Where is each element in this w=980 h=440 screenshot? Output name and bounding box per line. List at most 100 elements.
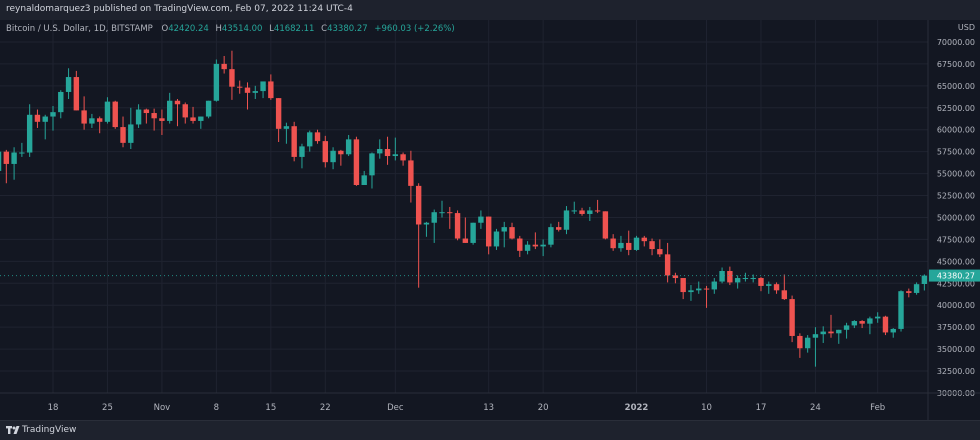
candle-body [120, 127, 126, 143]
candle-body [524, 244, 531, 251]
candle [913, 282, 920, 295]
y-tick-label: 70000.00 [937, 38, 975, 47]
candle [384, 136, 391, 165]
candle-body [299, 146, 305, 157]
candle [275, 98, 282, 142]
candle [260, 81, 266, 99]
candle [719, 267, 725, 284]
candle-body [532, 244, 539, 247]
y-tick-label: 60000.00 [937, 126, 975, 135]
candle [205, 100, 212, 119]
candle [353, 136, 360, 186]
candle-body [283, 126, 290, 129]
candle-body [275, 98, 282, 129]
candle [96, 116, 103, 134]
candle [540, 239, 546, 257]
candle [237, 80, 243, 94]
candle [151, 108, 157, 131]
candle-body [719, 271, 725, 282]
ohlc-legend: Bitcoin / U.S. Dollar, 1D, BITSTAMP O424… [6, 24, 455, 34]
candle [750, 274, 756, 283]
candle [221, 55, 227, 74]
candle [462, 217, 469, 243]
candle [322, 135, 328, 168]
candle [804, 335, 811, 353]
candle [587, 206, 593, 221]
symbol-label: Bitcoin / U.S. Dollar, 1D, BITSTAMP [6, 24, 153, 34]
candle-body [454, 213, 461, 239]
candle [120, 116, 126, 148]
candle-body [867, 318, 873, 324]
candle [727, 266, 733, 286]
candle [454, 210, 461, 241]
candle-body [517, 238, 523, 251]
candle [563, 206, 570, 235]
candle [703, 285, 710, 308]
candle-body [307, 132, 313, 147]
y-tick-label: 62500.00 [937, 104, 975, 113]
candle-body [260, 81, 266, 92]
candle-body [703, 288, 710, 290]
candle [112, 100, 118, 129]
candle [602, 211, 609, 240]
close-tag: C43380.27 [321, 24, 368, 34]
chart-area[interactable]: 70000.00 67500.00 65000.00 62500.00 60000.00… [0, 20, 980, 420]
candle-body [493, 231, 500, 247]
candle-body [696, 288, 702, 291]
candle-body [11, 152, 17, 164]
candle-body [812, 334, 819, 338]
candles [0, 50, 928, 367]
candle-body [874, 316, 881, 319]
candle [167, 92, 173, 124]
y-tick-label: 42500.00 [937, 279, 975, 288]
candle-body [501, 227, 507, 232]
candle [797, 333, 803, 358]
candle [766, 281, 772, 294]
candle-body [377, 149, 383, 154]
candle [42, 114, 48, 140]
candle-body [198, 116, 204, 121]
y-tick-label: 57500.00 [937, 148, 975, 157]
candle [244, 82, 251, 110]
candle-body [392, 154, 399, 157]
candle-body [322, 141, 328, 163]
candle [104, 97, 111, 124]
candlestick-chart[interactable]: 70000.00 67500.00 65000.00 62500.00 60000.00… [0, 20, 980, 420]
candle-body [836, 329, 842, 334]
candle [252, 85, 258, 99]
candle-body [618, 242, 624, 249]
candle [470, 222, 476, 245]
candle [400, 152, 406, 166]
candle [696, 281, 702, 294]
candle [34, 109, 41, 128]
candle-body [96, 118, 103, 122]
candle-body [727, 271, 733, 283]
candle [874, 312, 881, 323]
candle-body [291, 126, 297, 157]
candle [50, 106, 56, 131]
candle [688, 285, 694, 301]
candle-body [174, 100, 181, 105]
candle-body [128, 124, 134, 143]
open-tag: O42420.24 [161, 24, 209, 34]
candle [548, 223, 554, 248]
candle [571, 201, 577, 214]
candle [781, 274, 788, 300]
x-tick-label: 18 [48, 403, 59, 413]
candle-body [571, 210, 577, 212]
candle-body [42, 116, 48, 122]
candle [408, 150, 414, 203]
candle-body [890, 328, 896, 333]
candle [485, 216, 492, 255]
candle [812, 327, 819, 367]
candle [664, 242, 671, 283]
x-tick-label: 24 [810, 403, 821, 413]
candle-body [548, 227, 554, 245]
candle-body [353, 139, 360, 185]
footer-bar: TradingView [0, 420, 980, 440]
candle-body [65, 77, 72, 92]
candle-body [913, 284, 920, 293]
candle [657, 239, 663, 257]
candle [128, 107, 134, 150]
candle-body [330, 150, 336, 163]
